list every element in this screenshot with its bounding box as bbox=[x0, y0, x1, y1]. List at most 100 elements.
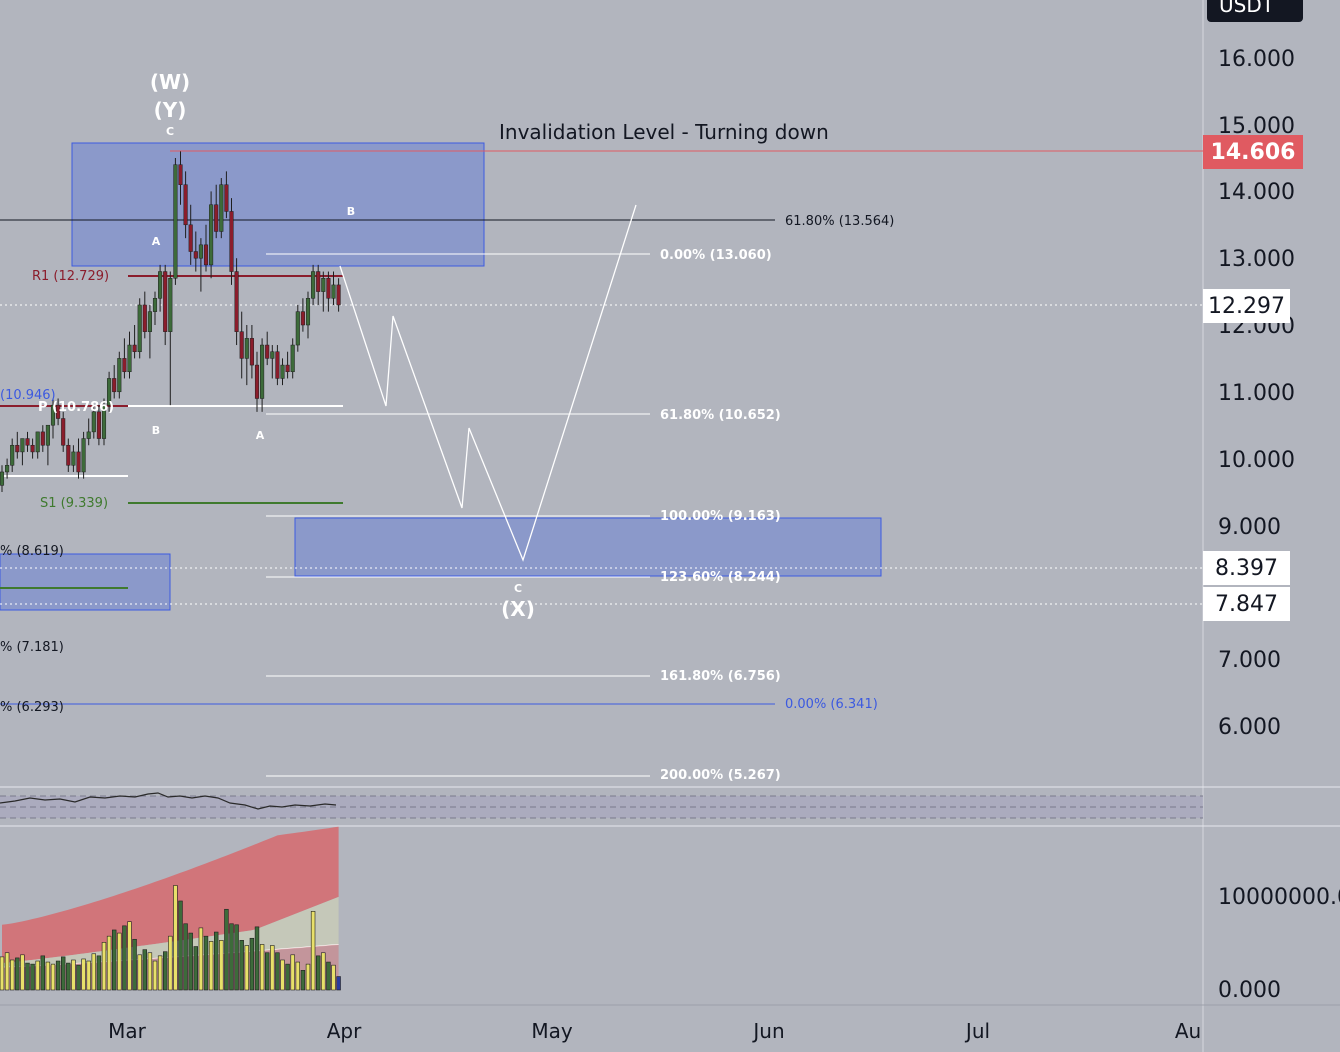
candle[interactable] bbox=[81, 431, 86, 479]
volume-bar bbox=[35, 960, 40, 991]
candle[interactable] bbox=[219, 178, 224, 239]
candle[interactable] bbox=[66, 438, 71, 472]
candle[interactable] bbox=[260, 338, 265, 412]
candle[interactable] bbox=[127, 331, 132, 379]
candle[interactable] bbox=[311, 264, 316, 305]
volume-bar bbox=[270, 945, 275, 991]
target-zone[interactable] bbox=[294, 517, 882, 577]
candle[interactable] bbox=[122, 338, 127, 379]
candle[interactable] bbox=[173, 158, 178, 285]
candle[interactable] bbox=[178, 151, 183, 205]
candle[interactable] bbox=[188, 204, 193, 265]
candle[interactable] bbox=[305, 291, 311, 339]
candle-body bbox=[71, 451, 76, 466]
candle[interactable] bbox=[30, 438, 35, 459]
candle[interactable] bbox=[101, 398, 107, 446]
candle[interactable] bbox=[336, 278, 341, 312]
candles-series[interactable] bbox=[0, 151, 341, 492]
candle[interactable] bbox=[25, 431, 30, 452]
candle[interactable] bbox=[203, 224, 209, 272]
candle[interactable] bbox=[331, 271, 336, 305]
candle[interactable] bbox=[244, 325, 249, 386]
candle[interactable] bbox=[147, 304, 152, 359]
candle[interactable] bbox=[249, 325, 254, 379]
candle[interactable] bbox=[158, 264, 163, 312]
volume-bar bbox=[219, 940, 224, 991]
candle[interactable] bbox=[198, 238, 203, 292]
candle[interactable] bbox=[275, 345, 280, 386]
volume-bar bbox=[224, 908, 229, 991]
candle[interactable] bbox=[112, 365, 117, 399]
oscillator-pane bbox=[0, 792, 1203, 819]
candle[interactable] bbox=[183, 171, 188, 239]
candle[interactable] bbox=[229, 198, 234, 285]
fib-618-mid-label: 61.80% (10.652) bbox=[660, 408, 781, 423]
volume-bar bbox=[214, 931, 219, 991]
candle[interactable] bbox=[239, 311, 244, 379]
candle[interactable] bbox=[224, 171, 229, 219]
currency-badge[interactable]: USDT bbox=[1207, 0, 1303, 22]
candle[interactable] bbox=[321, 271, 326, 312]
oscillator-line bbox=[0, 792, 337, 810]
volume-bar bbox=[30, 963, 35, 991]
candle[interactable] bbox=[152, 291, 158, 325]
candle[interactable] bbox=[61, 411, 66, 452]
candle[interactable] bbox=[96, 405, 101, 446]
candle[interactable] bbox=[209, 191, 214, 279]
volume-bar bbox=[117, 932, 122, 991]
volume-bar bbox=[112, 929, 117, 991]
candle[interactable] bbox=[56, 398, 61, 426]
candle[interactable] bbox=[86, 418, 91, 446]
candle[interactable] bbox=[285, 351, 290, 379]
candle-body bbox=[280, 364, 285, 379]
volume-bar bbox=[101, 942, 107, 991]
volume-bar bbox=[60, 956, 66, 991]
candle[interactable] bbox=[193, 231, 198, 272]
candle[interactable] bbox=[142, 291, 147, 339]
candle[interactable] bbox=[76, 438, 81, 479]
candle[interactable] bbox=[280, 358, 285, 386]
candle[interactable] bbox=[107, 371, 112, 412]
candle[interactable] bbox=[5, 458, 10, 479]
candle[interactable] bbox=[290, 338, 295, 379]
volume-bar bbox=[163, 951, 168, 991]
projection-path[interactable] bbox=[339, 204, 637, 562]
candle[interactable] bbox=[300, 298, 305, 332]
candle[interactable] bbox=[295, 304, 300, 352]
candle[interactable] bbox=[0, 465, 5, 492]
candle[interactable] bbox=[168, 271, 173, 406]
candle-body bbox=[249, 338, 254, 366]
candle-body bbox=[316, 271, 321, 292]
candle[interactable] bbox=[35, 431, 40, 459]
candle[interactable] bbox=[137, 298, 142, 359]
candle[interactable] bbox=[214, 184, 219, 239]
candle[interactable] bbox=[163, 264, 168, 346]
fib-618-top-label: 61.80% (13.564) bbox=[785, 214, 894, 229]
candle[interactable] bbox=[10, 438, 15, 472]
candle[interactable] bbox=[117, 351, 122, 399]
candle[interactable] bbox=[20, 438, 25, 466]
candle[interactable] bbox=[265, 331, 270, 366]
candle[interactable] bbox=[50, 398, 56, 439]
candle[interactable] bbox=[45, 424, 50, 466]
time-tick: Jun bbox=[751, 1019, 784, 1043]
candle[interactable] bbox=[234, 258, 239, 346]
price-tick: 16.000 bbox=[1218, 47, 1295, 72]
candle[interactable] bbox=[91, 405, 96, 439]
candle[interactable] bbox=[132, 325, 137, 359]
price-tick: 7.000 bbox=[1218, 648, 1281, 673]
resistance-zone[interactable] bbox=[71, 142, 485, 267]
candle[interactable] bbox=[71, 445, 76, 472]
candle-body bbox=[122, 358, 127, 373]
volume-inner-band bbox=[2, 896, 339, 968]
volume-bar bbox=[71, 959, 76, 991]
left-support-zone[interactable] bbox=[0, 553, 171, 611]
candle[interactable] bbox=[316, 264, 321, 305]
candle[interactable] bbox=[254, 351, 260, 412]
candle[interactable] bbox=[270, 345, 275, 379]
volume-bar bbox=[321, 952, 326, 991]
candle[interactable] bbox=[326, 271, 331, 312]
candle[interactable] bbox=[40, 425, 45, 452]
candle[interactable] bbox=[15, 431, 20, 459]
